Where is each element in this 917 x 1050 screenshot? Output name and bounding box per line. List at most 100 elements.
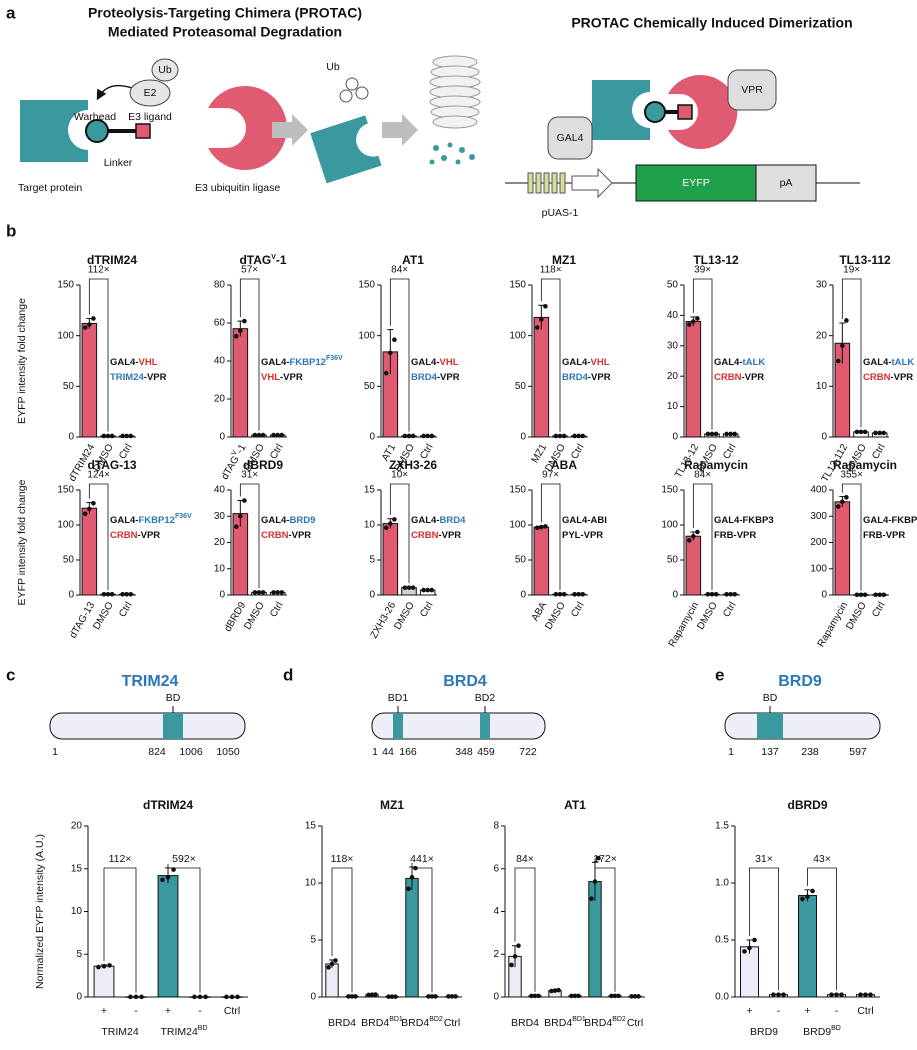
comparison-bracket <box>594 858 616 992</box>
data-point <box>203 994 208 1000</box>
x-tick-label: Ctrl <box>721 600 738 619</box>
construct-label: FRB-VPR <box>863 530 905 541</box>
data-point <box>238 328 243 333</box>
construct-label: PYL-VPR <box>562 530 603 541</box>
text-part: GAL4- <box>261 357 290 368</box>
fold-change-label: 97× <box>542 470 559 481</box>
data-point <box>557 592 563 597</box>
y-tick-label: 50 <box>63 555 75 566</box>
data-point <box>596 855 601 861</box>
construct-label: GAL4-FKBP12 <box>863 515 917 526</box>
text-part: BD1 <box>389 1016 403 1023</box>
text-part: -VPR <box>741 372 764 383</box>
y-tick-label: 0 <box>68 590 74 601</box>
residue-position: 1 <box>52 746 58 758</box>
data-point <box>576 433 581 439</box>
target-protein-shape <box>20 100 88 162</box>
target-protein-label: Target protein <box>18 182 82 194</box>
data-point <box>101 963 107 969</box>
y-tick-label: 0 <box>68 432 74 443</box>
text-part: -VPR <box>137 530 160 541</box>
data-point <box>616 993 621 999</box>
data-point <box>781 992 786 998</box>
text-part: tALK <box>892 357 915 368</box>
uas-sites <box>527 172 566 194</box>
data-point <box>275 432 280 438</box>
data-point <box>446 994 451 999</box>
data-point <box>724 592 729 597</box>
text-part: F36V <box>175 513 192 520</box>
text-part: PYL-VPR <box>562 530 603 541</box>
data-point <box>873 430 878 436</box>
bar <box>834 501 851 596</box>
text-part: BRD4 <box>401 1017 429 1029</box>
data-point <box>252 590 258 595</box>
y-tick-label: 100 <box>57 520 74 531</box>
y-tick-label: 10 <box>71 906 83 917</box>
text-part: GAL4- <box>562 357 591 368</box>
fold-change-label: 57× <box>241 265 258 276</box>
data-point <box>402 585 408 590</box>
data-point <box>260 432 266 438</box>
protein-name: TRIM24 <box>122 673 179 690</box>
y-axis-label: EYFP intensity fold change <box>16 479 28 605</box>
data-point <box>728 431 733 437</box>
data-point <box>509 962 514 968</box>
data-point <box>433 994 438 999</box>
text-part: BD <box>831 1025 841 1032</box>
text-part: BRD4 <box>440 515 467 526</box>
promoter-label: pUAS-1 <box>542 207 579 219</box>
data-point <box>576 993 581 999</box>
y-tick-label: 150 <box>509 280 526 291</box>
data-point <box>229 994 235 1000</box>
y-tick-label: 150 <box>57 280 74 291</box>
y-tick-label: 20 <box>214 394 226 405</box>
data-point <box>776 992 781 998</box>
data-point <box>829 992 834 998</box>
x-tick-label: + <box>746 1005 752 1017</box>
y-tick-label: 0.0 <box>715 992 729 1003</box>
text-part: TRIM24 <box>110 372 145 383</box>
data-point <box>805 894 810 899</box>
data-point <box>252 432 258 438</box>
y-tick-label: 40 <box>214 485 226 496</box>
construct-label: TRIM24-VPR <box>110 372 167 383</box>
data-point <box>373 992 378 997</box>
data-point <box>366 992 371 998</box>
e3-ligase-shape <box>208 86 287 170</box>
y-tick-label: 100 <box>810 563 827 574</box>
y-axis-label: Normalized EYFP intensity (A.U.) <box>34 834 46 989</box>
data-point <box>279 590 285 595</box>
residue-position: 238 <box>801 746 819 758</box>
text-part: GAL4- <box>110 357 139 368</box>
comparison-bracket <box>749 867 779 991</box>
construct-label: CRBN-VPR <box>863 372 913 383</box>
fold-change-label: 31× <box>755 853 773 865</box>
domain-box <box>757 713 783 739</box>
bar <box>533 316 550 438</box>
comparison-bracket <box>514 867 536 992</box>
ub-shape <box>151 58 179 82</box>
data-point <box>271 432 276 438</box>
residue-position: 137 <box>761 746 779 758</box>
data-point <box>705 592 711 597</box>
data-point <box>107 963 112 968</box>
y-tick-label: 150 <box>57 485 74 496</box>
text-part: -1 <box>276 253 287 267</box>
linker-label: Linker <box>104 157 133 169</box>
residue-position: 1 <box>728 746 734 758</box>
text-part: GAL4-FKBP12 <box>863 515 917 526</box>
bar <box>157 875 179 998</box>
y-tick-label: 1.5 <box>715 821 729 832</box>
y-tick-label: 30 <box>214 511 226 522</box>
data-point <box>800 896 805 902</box>
x-tick-label: - <box>777 1005 781 1017</box>
y-tick-label: 5 <box>369 555 375 566</box>
y-tick-label: 0 <box>310 992 316 1003</box>
group-label: BRD4BD1 <box>544 1016 586 1028</box>
data-point <box>133 994 139 1000</box>
data-point <box>834 992 839 998</box>
y-tick-label: 10 <box>816 381 828 392</box>
data-point <box>858 429 864 435</box>
chart-title: AT1 <box>564 798 586 812</box>
